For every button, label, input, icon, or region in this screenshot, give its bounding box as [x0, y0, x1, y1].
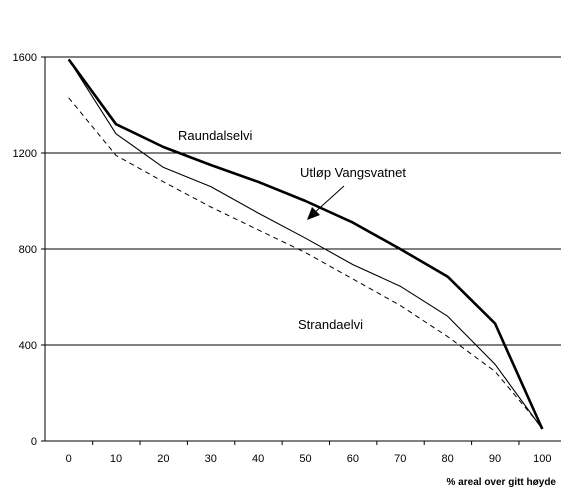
x-tick-label: 50 — [299, 453, 311, 465]
x-tick-label: 30 — [205, 453, 217, 465]
series-line-utl-p-vangsvatnet — [68, 59, 543, 430]
x-tick-label: 60 — [347, 453, 359, 465]
annotation-arrow — [312, 185, 345, 215]
annotation-arrowhead — [307, 207, 320, 220]
annotation-strandaelvi: Strandaelvi — [298, 317, 363, 332]
gridlines — [45, 56, 561, 346]
x-axis-title: % areal over gitt høyde — [447, 477, 557, 488]
y-tick-label: 800 — [19, 244, 37, 256]
x-tick-label: 100 — [533, 453, 551, 465]
y-tick-label: 1600 — [13, 52, 37, 64]
x-tick-label: 20 — [157, 453, 169, 465]
y-tick-label: 400 — [19, 340, 37, 352]
y-tick-label: 1200 — [13, 148, 37, 160]
x-tick-label: 0 — [66, 453, 72, 465]
series-lines — [67, 58, 544, 430]
x-tick-label: 70 — [394, 453, 406, 465]
annotation-utlop-vangsvatnet: Utløp Vangsvatnet — [300, 165, 406, 180]
annotation-raundalselvi: Raundalselvi — [178, 128, 253, 143]
x-tick-label: 10 — [110, 453, 122, 465]
x-tick-label: 90 — [489, 453, 501, 465]
series-line-raundalselvi — [67, 58, 544, 430]
x-axis-ticks: 0 10 20 30 40 50 60 70 80 90 100 — [66, 441, 551, 465]
series-line-strandaelvi — [68, 97, 543, 429]
y-axis-ticks: 0 400 800 1200 1600 — [13, 52, 45, 448]
y-tick-label: 0 — [31, 436, 37, 448]
x-tick-label: 40 — [252, 453, 264, 465]
x-tick-label: 80 — [441, 453, 453, 465]
